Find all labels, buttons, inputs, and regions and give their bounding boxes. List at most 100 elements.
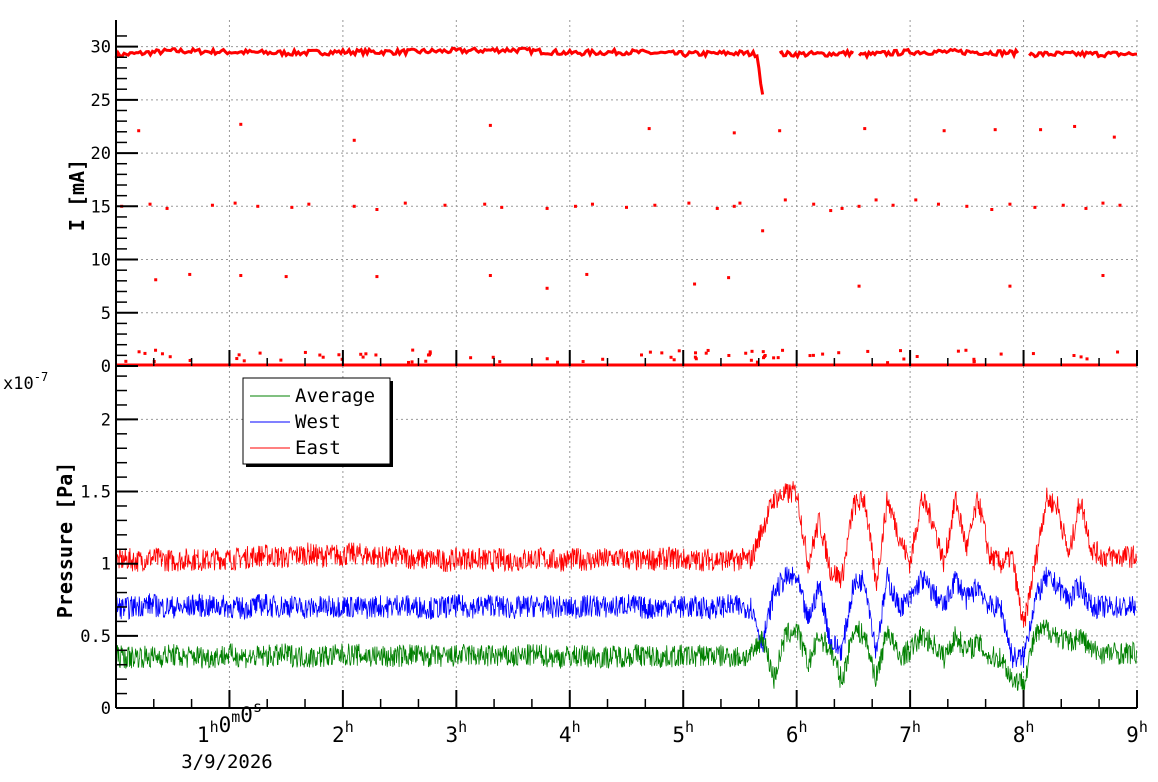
- current-point: [154, 348, 158, 352]
- pressure-series-average: [115, 619, 1137, 693]
- current-point: [1085, 357, 1089, 361]
- current-point: [744, 351, 748, 355]
- current-point: [990, 208, 994, 212]
- current-point: [1101, 201, 1105, 205]
- current-point: [899, 349, 903, 353]
- current-point: [361, 355, 365, 359]
- y-tick-label: 0: [101, 357, 111, 377]
- current-point: [732, 131, 736, 135]
- current-point: [545, 357, 549, 361]
- legend-label-east: East: [295, 437, 341, 459]
- current-point: [693, 355, 697, 359]
- y-tick-label: 30: [91, 38, 111, 58]
- current-point: [233, 201, 237, 205]
- current-point: [811, 353, 815, 357]
- y-tick-label: 1.5: [80, 483, 111, 503]
- x-tick-label: 6h: [786, 718, 808, 747]
- current-point: [677, 349, 681, 353]
- current-point: [772, 356, 776, 360]
- current-point: [137, 350, 141, 354]
- current-point: [428, 353, 432, 357]
- current-point: [653, 203, 657, 207]
- y-scale-exponent: -7: [34, 370, 48, 384]
- current-point: [590, 202, 594, 206]
- y-tick-label: 20: [91, 144, 111, 164]
- current-point: [891, 203, 895, 207]
- current-point: [706, 348, 710, 352]
- current-point: [410, 360, 414, 364]
- current-point: [290, 205, 294, 209]
- axes: 0 5 10 15 20 25 30 0 0.5 1 1.5 2 1h0m0s 2h 3h 4h 5h 6h 7h 8…: [80, 20, 1148, 747]
- current-point: [239, 122, 243, 126]
- current-point: [1061, 203, 1065, 207]
- current-trace: [778, 47, 855, 60]
- y-tick-label: 2: [101, 410, 111, 430]
- current-point: [694, 351, 698, 355]
- current-point: [936, 202, 940, 206]
- plot-marks: [114, 46, 1138, 693]
- x-tick-label: 4h: [559, 718, 581, 747]
- current-point: [469, 356, 473, 360]
- current-point: [647, 127, 651, 131]
- current-point: [321, 355, 325, 359]
- current-point: [1118, 203, 1122, 207]
- x-tick-label: 1h0m0s: [197, 698, 262, 747]
- current-trace: [114, 46, 765, 95]
- current-point: [749, 358, 753, 362]
- current-point: [942, 129, 946, 133]
- current-point: [660, 351, 664, 355]
- current-point: [407, 360, 411, 364]
- current-point: [783, 198, 787, 202]
- current-point: [1112, 135, 1116, 139]
- current-point: [303, 350, 307, 354]
- current-point: [715, 206, 719, 210]
- legend-label-west: West: [295, 411, 341, 433]
- current-point: [1084, 206, 1088, 210]
- current-point: [1008, 202, 1012, 206]
- current-point: [1073, 124, 1077, 128]
- current-point: [750, 349, 754, 353]
- date-label: 3/9/2026: [181, 751, 273, 773]
- current-point: [704, 351, 708, 355]
- current-point: [1072, 354, 1076, 358]
- current-point: [556, 360, 560, 364]
- current-point: [694, 357, 698, 361]
- current-point: [1101, 274, 1105, 278]
- current-point: [874, 198, 878, 202]
- current-point: [956, 349, 960, 353]
- current-point: [428, 351, 432, 355]
- current-point: [210, 203, 214, 207]
- current-point: [124, 359, 128, 363]
- current-point: [778, 129, 782, 133]
- y-axis-label-current: I [mA]: [65, 159, 89, 231]
- current-point: [188, 358, 192, 362]
- current-point: [915, 355, 919, 359]
- current-point: [812, 202, 816, 206]
- current-point: [364, 352, 368, 356]
- current-point: [239, 274, 243, 278]
- current-point: [964, 348, 968, 352]
- current-point: [581, 360, 585, 364]
- current-point: [188, 272, 192, 276]
- legend: Average West East: [242, 377, 393, 467]
- current-point: [374, 353, 378, 357]
- current-point: [1031, 352, 1035, 356]
- current-point: [483, 202, 487, 206]
- current-point: [585, 272, 589, 276]
- current-point: [863, 127, 867, 131]
- current-point: [137, 129, 141, 133]
- x-tick-label: 8h: [1013, 718, 1035, 747]
- current-point: [307, 202, 311, 206]
- current-point: [727, 353, 731, 357]
- current-point: [337, 353, 341, 357]
- current-point: [1033, 205, 1037, 209]
- current-point: [1039, 128, 1043, 132]
- current-point: [279, 358, 283, 362]
- current-point: [424, 359, 428, 363]
- current-point: [237, 353, 241, 357]
- current-point: [359, 352, 363, 356]
- current-point: [488, 274, 492, 278]
- current-point: [498, 360, 502, 364]
- y-tick-label: 5: [101, 304, 111, 324]
- current-point: [235, 357, 239, 361]
